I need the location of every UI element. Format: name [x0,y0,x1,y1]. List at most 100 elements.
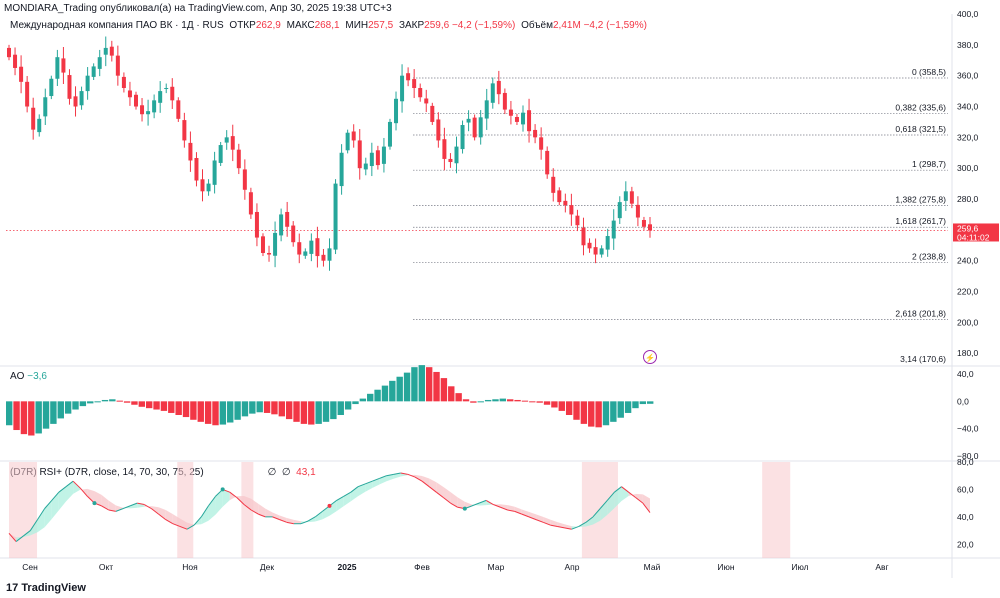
candle-body [424,98,429,104]
rsi-line-segment [414,476,423,482]
ao-bar [293,401,300,422]
candle-body [79,91,84,106]
rsi-fill-segment [87,488,95,504]
candle [273,221,278,268]
rsi-fill-segment [635,493,643,504]
ao-legend[interactable]: AO −3,6 [10,371,47,382]
tradingview-logo[interactable]: 17 TradingView [6,582,86,594]
rsi-line-segment [272,516,280,521]
candle [121,72,126,93]
open-label: ОТКР [229,20,256,31]
rsi-fill-segment [30,519,38,536]
ao-bar [153,401,160,410]
candle [593,238,598,264]
candle-body [260,236,265,253]
rsi-fill-segment [222,489,230,507]
candle-body [49,78,54,97]
ao-bar [160,401,168,411]
rsi-tick-0: 80,0 [957,457,974,467]
candle [291,221,296,247]
candle [629,186,634,209]
candle-body [533,129,538,138]
candle [31,97,36,140]
rsi-fill-segment [536,514,544,523]
rsi-line-segment [314,510,323,518]
rsi-fill-segment [521,509,529,517]
candle-body [617,202,622,219]
rsi-line-segment [614,486,622,493]
ao-bar [212,401,219,426]
rsi-fill-segment [507,505,515,512]
candle [152,94,157,119]
ao-bar [6,401,13,426]
ao-bar [543,401,551,405]
ao-bar [101,399,109,402]
ao-bar [381,385,389,402]
candle-body [285,211,290,227]
rsi-fill-segment [65,481,74,502]
candle [478,110,483,145]
candle [67,69,72,105]
candle-body [521,112,526,125]
rsi-line-segment [550,524,558,527]
ao-bar [521,400,529,402]
candle-body [309,240,314,254]
ao-bar [396,376,403,402]
fib-label-5: 1,618 (261,7) [895,216,946,226]
candle-body [478,117,483,138]
rsi-fill-segment [593,508,601,525]
candle [508,100,513,125]
candle [502,88,507,115]
candle [648,217,652,238]
rsi-fill-segment [386,474,394,482]
candle-body [218,145,223,163]
rsi-line-segment [592,508,601,518]
rsi-line-segment [151,508,159,515]
price-tick-0: 400,0 [957,9,979,19]
ao-bar [175,401,182,415]
candle-body [375,150,380,166]
ao-name: AO [10,371,25,382]
candle-body [581,227,586,246]
rsi-legend[interactable]: (D7R) RSI+ (D7R, close, 14, 70, 30, 75, … [10,467,316,478]
candle-body [357,140,362,169]
rsi-fill-segment [543,516,551,526]
rsi-line-segment [564,527,572,530]
price-tick-6: 280,0 [957,194,979,204]
ao-bar [425,367,433,402]
candle [13,47,18,76]
ao-bar [204,401,212,424]
candle [611,209,616,250]
ao-bar [28,401,35,436]
price-tick-1: 380,0 [957,40,979,50]
candle-body [514,116,519,122]
candle-body [339,152,344,187]
rsi-line-segment [44,500,53,509]
high-label: МАКС [286,20,315,31]
candle-body [206,183,211,192]
candle [466,110,471,132]
price-badge-price: 259,6 [957,223,979,233]
candle [381,137,386,173]
rsi-line-segment [436,491,444,499]
ao-bar [109,399,116,402]
candle [91,63,96,80]
candle [61,46,66,84]
ao-bar [308,401,315,425]
rsi-fill-segment [550,519,558,527]
candle [158,81,163,113]
ao-bar [374,389,381,402]
ao-bar [462,399,470,402]
ao-bar [565,401,573,415]
candle-body [97,57,102,69]
rsi-line-segment [115,508,124,512]
rsi-fill-segment [514,506,522,515]
ao-tick-1: 0,0 [957,396,969,406]
price-tick-11: 180,0 [957,348,979,358]
volume-value: 2,41M [553,20,581,31]
symbol-name[interactable]: Международная компания ПАО ВК · 1Д · RUS [10,20,224,31]
candle-body [508,109,513,116]
ao-bar [249,401,256,414]
rsi-line-segment [22,530,31,537]
